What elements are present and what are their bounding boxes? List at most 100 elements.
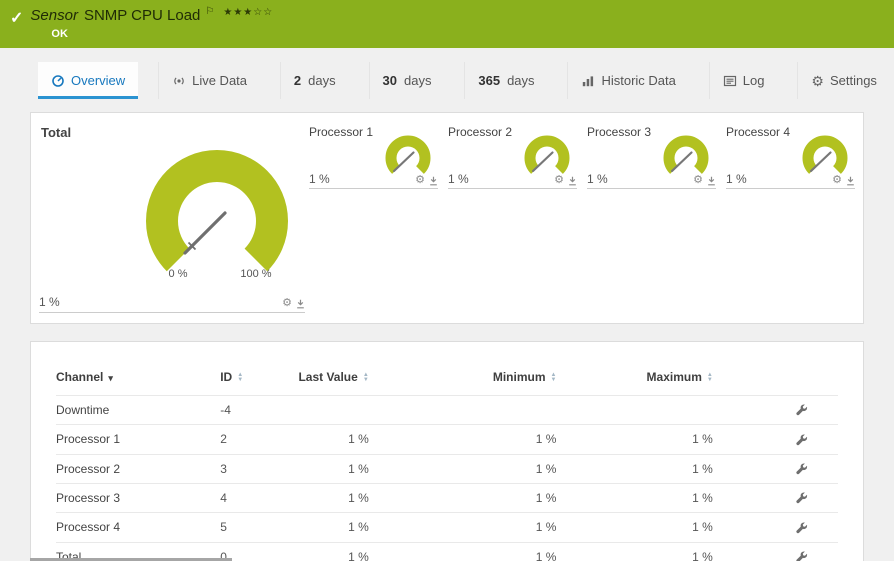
bar-chart-icon (581, 74, 595, 88)
sort-desc-icon: ▾ (108, 373, 113, 383)
maximum-value: 1 % (556, 425, 712, 454)
gauges-panel: Total 0 % 100 % 1 % ⚙ Processor 1 (30, 112, 864, 324)
channel-id: 3 (220, 454, 290, 483)
mini-gauge-value: 1 % (448, 172, 469, 186)
tab-number: 2 (294, 73, 301, 88)
minimum-value (369, 396, 557, 425)
minimum-value: 1 % (369, 513, 557, 542)
tab-bar: Overview Live Data 2 days 30 days 365 da… (0, 62, 894, 99)
primary-channel-pin-icon[interactable] (846, 176, 855, 186)
gauge-arc (391, 141, 425, 170)
total-gauge-label: Total (41, 125, 71, 140)
channel-settings-gear-icon[interactable]: ⚙ (415, 175, 425, 186)
tab-live-data[interactable]: Live Data (158, 62, 260, 99)
last-value: 1 % (291, 454, 369, 483)
tab-number: 30 (383, 73, 397, 88)
minimum-value: 1 % (369, 425, 557, 454)
ok-check-icon: ✓ (10, 8, 23, 28)
channel-settings-gear-icon[interactable]: ⚙ (832, 175, 842, 186)
mini-gauge-processor-4: Processor 4 1 % ⚙ (726, 125, 865, 189)
channel-id: -4 (220, 396, 290, 425)
tab-settings[interactable]: ⚙ Settings (797, 62, 890, 99)
sort-icon: ▲▼ (551, 373, 557, 382)
total-gauge-value: 1 % (39, 295, 60, 309)
mini-gauge-processor-2: Processor 2 1 % ⚙ (448, 125, 587, 189)
tab-label: Live Data (192, 73, 247, 88)
maximum-value: 1 % (556, 513, 712, 542)
stars-empty[interactable]: ☆☆ (253, 7, 273, 18)
favorite-flag-icon[interactable]: ⚐ (205, 6, 214, 17)
gauge-needle (185, 213, 225, 253)
mini-gauges-row: Processor 1 1 % ⚙ Processor 2 (309, 125, 865, 189)
sensor-status-header: ✓ Sensor SNMP CPU Load ⚐ ★★★☆☆ OK (0, 0, 894, 48)
channel-id: 5 (220, 513, 290, 542)
edit-channel-wrench-icon[interactable] (795, 463, 808, 476)
sensor-title-block: Sensor SNMP CPU Load ⚐ ★★★☆☆ OK (30, 7, 273, 40)
table-row-downtime[interactable]: Downtime -4 (56, 396, 838, 425)
gauge-scale-max: 100 % (240, 268, 271, 280)
channel-settings-gear-icon[interactable]: ⚙ (554, 175, 564, 186)
sort-icon: ▲▼ (237, 373, 243, 382)
maximum-value: 1 % (556, 483, 712, 512)
table-row-processor-1[interactable]: Processor 1 2 1 % 1 % 1 % (56, 425, 838, 454)
column-header-last-value[interactable]: Last Value▲▼ (291, 366, 369, 396)
tab-overview[interactable]: Overview (38, 62, 138, 99)
stars-filled[interactable]: ★★★ (223, 7, 253, 18)
mini-gauge-value: 1 % (726, 172, 747, 186)
column-header-minimum[interactable]: Minimum▲▼ (369, 366, 557, 396)
gauge-arc (530, 141, 564, 170)
tab-label: days (404, 73, 431, 88)
table-row-processor-3[interactable]: Processor 3 4 1 % 1 % 1 % (56, 483, 838, 512)
primary-channel-pin-icon[interactable] (296, 299, 305, 309)
channel-id: 4 (220, 483, 290, 512)
tab-365-days[interactable]: 365 days (464, 62, 547, 99)
mini-gauge-value: 1 % (587, 172, 608, 186)
primary-channel-pin-icon[interactable] (429, 176, 438, 186)
gauge-scale-min: 0 % (169, 268, 188, 280)
last-value: 1 % (291, 542, 369, 561)
table-row-processor-4[interactable]: Processor 4 5 1 % 1 % 1 % (56, 513, 838, 542)
channel-name: Processor 1 (56, 425, 220, 454)
sort-icon: ▲▼ (363, 373, 369, 382)
sensor-type-label: Sensor (30, 7, 78, 24)
last-value: 1 % (291, 483, 369, 512)
channels-table: Channel▾ ID▲▼ Last Value▲▼ Minimum▲▼ Max… (56, 366, 838, 561)
table-row-processor-2[interactable]: Processor 2 3 1 % 1 % 1 % (56, 454, 838, 483)
tab-label: days (308, 73, 335, 88)
minimum-value: 1 % (369, 454, 557, 483)
primary-channel-pin-icon[interactable] (568, 176, 577, 186)
gear-icon: ⚙ (811, 74, 824, 88)
edit-channel-wrench-icon[interactable] (795, 551, 808, 561)
minimum-value: 1 % (369, 542, 557, 561)
tab-2-days[interactable]: 2 days (280, 62, 349, 99)
edit-channel-wrench-icon[interactable] (795, 522, 808, 535)
channel-name: Processor 4 (56, 513, 220, 542)
mini-gauge-processor-1: Processor 1 1 % ⚙ (309, 125, 448, 189)
tab-30-days[interactable]: 30 days (369, 62, 445, 99)
maximum-value (556, 396, 712, 425)
column-header-channel[interactable]: Channel▾ (56, 366, 220, 396)
minimum-value: 1 % (369, 483, 557, 512)
maximum-value: 1 % (556, 542, 712, 561)
channels-table-panel: Channel▾ ID▲▼ Last Value▲▼ Minimum▲▼ Max… (30, 341, 864, 561)
channel-name: Processor 2 (56, 454, 220, 483)
overview-gauge-icon (51, 74, 65, 88)
primary-channel-pin-icon[interactable] (707, 176, 716, 186)
tab-label: days (507, 73, 534, 88)
mini-gauge-value: 1 % (309, 172, 330, 186)
last-value (291, 396, 369, 425)
priority-stars[interactable]: ★★★☆☆ (223, 7, 273, 18)
edit-channel-wrench-icon[interactable] (795, 404, 808, 417)
tab-log[interactable]: Log (709, 62, 778, 99)
gauge-arc (162, 166, 272, 260)
tab-label: Overview (71, 73, 125, 88)
column-header-id[interactable]: ID▲▼ (220, 366, 290, 396)
column-header-maximum[interactable]: Maximum▲▼ (556, 366, 712, 396)
edit-channel-wrench-icon[interactable] (795, 492, 808, 505)
tab-label: Historic Data (601, 73, 675, 88)
page-title: SNMP CPU Load (84, 7, 200, 24)
channel-settings-gear-icon[interactable]: ⚙ (282, 298, 292, 309)
tab-historic-data[interactable]: Historic Data (567, 62, 688, 99)
channel-settings-gear-icon[interactable]: ⚙ (693, 175, 703, 186)
edit-channel-wrench-icon[interactable] (795, 434, 808, 447)
